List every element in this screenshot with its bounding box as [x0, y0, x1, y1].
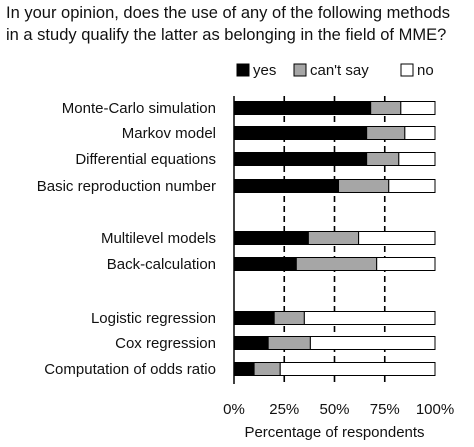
bar-yes-6 [233, 311, 275, 325]
bar-no-5 [376, 257, 436, 271]
x-tick-label-100: 100% [416, 401, 454, 418]
category-label-2: Differential equations [75, 151, 216, 168]
bar-yes-0 [233, 101, 372, 115]
category-label-3: Basic reproduction number [37, 178, 216, 195]
bar-cantsay-1 [366, 126, 406, 140]
category-label-8: Computation of odds ratio [44, 361, 216, 378]
category-label-1: Markov model [122, 125, 216, 142]
legend-label-no: no [417, 62, 434, 79]
bar-no-3 [388, 179, 436, 193]
bar-cantsay-7 [267, 336, 311, 350]
chart-title: In your opinion, does the use of any of … [6, 2, 472, 46]
bar-no-6 [303, 311, 436, 325]
bar-cantsay-2 [366, 152, 400, 166]
x-tick-label-75: 75% [370, 401, 400, 418]
bar-yes-8 [233, 362, 255, 376]
category-label-4: Multilevel models [101, 230, 216, 247]
legend-swatch-cantsay [293, 63, 307, 77]
bar-yes-7 [233, 336, 269, 350]
bar-no-1 [404, 126, 436, 140]
legend-swatch-yes [236, 63, 250, 77]
bar-no-0 [400, 101, 436, 115]
legend-swatch-no [400, 63, 414, 77]
x-tick-label-0: 0% [223, 401, 245, 418]
bar-no-7 [309, 336, 436, 350]
bar-yes-1 [233, 126, 368, 140]
category-label-6: Logistic regression [91, 310, 216, 327]
bar-yes-5 [233, 257, 297, 271]
category-label-0: Monte-Carlo simulation [62, 100, 216, 117]
legend-label-yes: yes [253, 62, 276, 79]
bar-no-8 [279, 362, 436, 376]
bar-cantsay-3 [338, 179, 390, 193]
bar-no-4 [358, 231, 436, 245]
x-axis-title: Percentage of respondents [244, 424, 424, 441]
category-label-7: Cox regression [115, 335, 216, 352]
bar-yes-2 [233, 152, 368, 166]
chart-title-line-2: in a study qualify the latter as belongi… [6, 26, 447, 44]
bar-cantsay-5 [295, 257, 378, 271]
legend-label-cantsay: can't say [310, 62, 369, 79]
bar-cantsay-6 [273, 311, 305, 325]
category-label-5: Back-calculation [107, 256, 216, 273]
bar-cantsay-8 [253, 362, 281, 376]
bar-cantsay-0 [370, 101, 402, 115]
x-tick-label-25: 25% [269, 401, 299, 418]
bar-yes-3 [233, 179, 340, 193]
bar-cantsay-4 [307, 231, 360, 245]
bar-no-2 [398, 152, 436, 166]
x-tick-label-50: 50% [319, 401, 349, 418]
bar-yes-4 [233, 231, 309, 245]
chart-title-line-1: In your opinion, does the use of any of … [6, 4, 450, 22]
